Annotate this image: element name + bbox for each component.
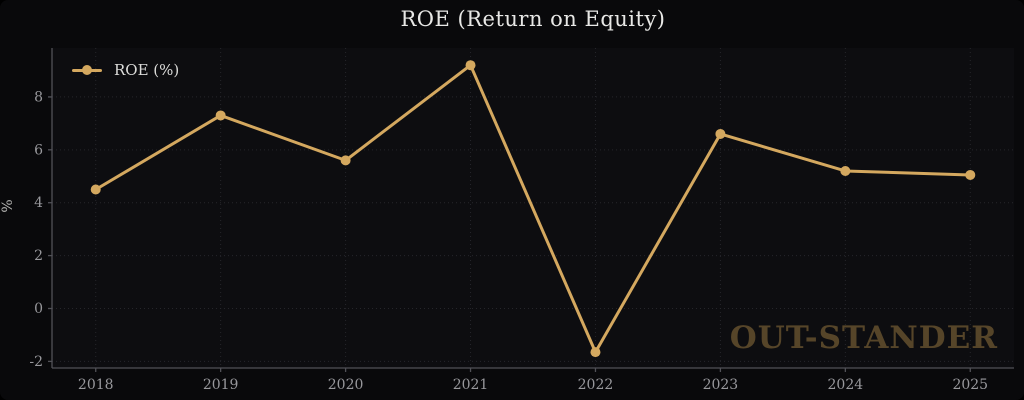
data-point-marker <box>715 128 726 139</box>
x-tick-label: 2024 <box>828 377 864 393</box>
data-point-marker <box>965 169 976 180</box>
y-tick-label: 0 <box>34 301 43 317</box>
y-tick-label: 8 <box>34 89 43 105</box>
data-point-marker <box>840 165 851 176</box>
data-point-marker <box>465 60 476 71</box>
data-point-marker <box>340 155 351 166</box>
x-tick-label: 2020 <box>328 377 364 393</box>
watermark: OUT-STANDER <box>729 320 998 356</box>
data-point-marker <box>90 184 101 195</box>
y-tick-label: 6 <box>34 142 43 158</box>
y-tick-label: -2 <box>29 354 43 370</box>
legend: ROE (%) <box>66 59 185 81</box>
x-tick-label: 2023 <box>703 377 739 393</box>
y-tick-label: 2 <box>34 248 43 264</box>
y-tick-label: 4 <box>34 195 43 211</box>
x-tick-label: 2019 <box>203 377 239 393</box>
x-tick-label: 2018 <box>78 377 114 393</box>
x-tick-label: 2021 <box>453 377 489 393</box>
legend-label: ROE (%) <box>114 61 180 79</box>
data-point-marker <box>215 110 226 121</box>
series-line <box>94 63 972 354</box>
x-tick-label: 2025 <box>952 377 988 393</box>
x-tick-label: 2022 <box>578 377 614 393</box>
legend-line-marker-icon <box>72 65 102 75</box>
data-point-marker <box>590 347 601 358</box>
chart-title: ROE (Return on Equity) <box>400 7 666 31</box>
